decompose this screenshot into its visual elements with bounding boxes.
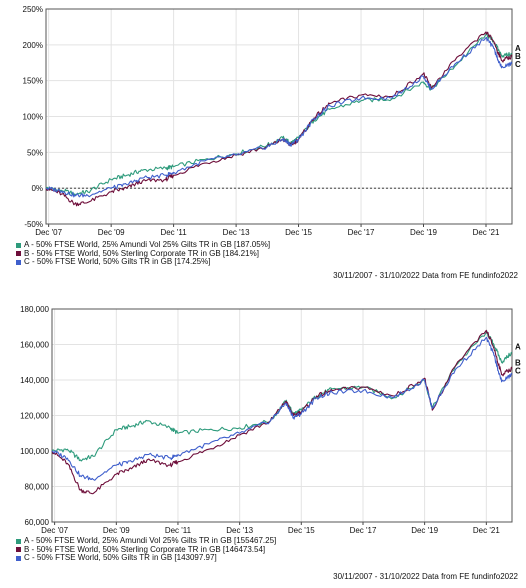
series-end-label-c: C — [515, 60, 521, 69]
series-line-a — [45, 32, 513, 196]
series-line-a — [51, 330, 513, 462]
performance-percent-chart: 250% 200% 150% 100% 50% 0% -50% Dec '07 Dec '09 D… — [0, 0, 526, 290]
y-tick-label: 80,000 — [25, 483, 50, 492]
y-tick-label: 250% — [23, 5, 43, 14]
x-tick-label: Dec '19 — [411, 526, 438, 535]
data-source-note: 30/11/2007 - 31/10/2022 Data from FE fun… — [333, 271, 518, 280]
legend-swatch-b — [16, 251, 21, 257]
series-end-label-c: C — [515, 367, 521, 376]
series-line-c — [45, 37, 513, 198]
growth-value-chart: 180,000 160,000 140,000 120,000 100,000 80,00… — [0, 296, 526, 588]
series-end-label-a: A — [515, 44, 521, 53]
x-tick-label: Dec '21 — [473, 228, 500, 237]
y-tick-label: 200% — [23, 41, 43, 50]
x-tick-label: Dec '19 — [410, 228, 437, 237]
series-end-label-a: A — [515, 343, 521, 352]
y-tick-label: 0% — [31, 184, 43, 193]
x-tick-label: Dec '17 — [348, 228, 375, 237]
data-source-note: 30/11/2007 - 31/10/2022 Data from FE fun… — [333, 572, 518, 581]
x-tick-label: Dec '07 — [41, 526, 68, 535]
y-tick-label: 100,000 — [20, 447, 49, 456]
y-tick-label: 100% — [23, 113, 43, 122]
series-line-c — [51, 336, 513, 481]
x-tick-label: Dec '17 — [350, 526, 377, 535]
y-tick-label: 150% — [23, 77, 43, 86]
y-tick-label: -50% — [24, 220, 43, 229]
value-chart-plot: 180,000 160,000 140,000 120,000 100,000 80,00… — [20, 305, 521, 535]
y-tick-label: 50% — [27, 148, 43, 157]
y-tick-label: 180,000 — [20, 305, 49, 314]
legend-swatch-c — [16, 259, 21, 265]
legend-label-b: B - 50% FTSE World, 50% Sterling Corpora… — [24, 544, 266, 554]
series-line-b — [45, 31, 513, 207]
series-line-b — [51, 329, 513, 495]
legend-item-b: B - 50% FTSE World, 50% Sterling Corpora… — [16, 544, 276, 555]
legend-label-c: C - 50% FTSE World, 50% Gilts TR in GB [… — [24, 553, 217, 562]
legend-swatch-a — [16, 538, 21, 544]
y-tick-label: 160,000 — [20, 341, 49, 350]
legend-item-a: A - 50% FTSE World, 25% Amundi Vol 25% G… — [16, 240, 271, 250]
plot-frame — [45, 8, 513, 225]
x-tick-label: Dec '09 — [98, 228, 125, 237]
x-tick-label: Dec '13 — [223, 228, 250, 237]
legend-swatch-a — [16, 242, 21, 248]
percent-chart-plot: 250% 200% 150% 100% 50% 0% -50%Dec '07 Dec '09 D… — [23, 5, 521, 237]
x-tick-label: Dec '11 — [160, 228, 187, 237]
legend-swatch-b — [16, 547, 21, 553]
x-tick-label: Dec '15 — [285, 228, 312, 237]
y-tick-label: 140,000 — [20, 376, 49, 385]
x-tick-label: Dec '09 — [103, 526, 130, 535]
x-tick-label: Dec '15 — [288, 526, 315, 535]
legend-label-b: B - 50% FTSE World, 50% Sterling Corpora… — [24, 248, 259, 258]
y-tick-label: 120,000 — [20, 412, 49, 421]
percent-chart-legend: A - 50% FTSE World, 25% Amundi Vol 25% G… — [16, 240, 271, 267]
legend-label-a: A - 50% FTSE World, 25% Amundi Vol 25% G… — [24, 536, 277, 545]
legend-item-b: B - 50% FTSE World, 50% Sterling Corpora… — [16, 248, 270, 259]
legend-item-c: C - 50% FTSE World, 50% Gilts TR in GB [… — [16, 257, 270, 267]
x-tick-label: Dec '11 — [165, 526, 192, 535]
y-tick-label: 60,000 — [25, 518, 50, 527]
x-tick-label: Dec '07 — [35, 228, 62, 237]
legend-item-a: A - 50% FTSE World, 25% Amundi Vol 25% G… — [16, 536, 277, 546]
legend-label-c: C - 50% FTSE World, 50% Gilts TR in GB [… — [24, 257, 211, 266]
legend-label-a: A - 50% FTSE World, 25% Amundi Vol 25% G… — [24, 240, 271, 249]
legend-swatch-c — [16, 555, 21, 561]
x-tick-label: Dec '21 — [473, 526, 500, 535]
series-end-label-b: B — [515, 359, 521, 368]
legend-item-c: C - 50% FTSE World, 50% Gilts TR in GB [… — [16, 553, 276, 563]
series-end-label-b: B — [515, 52, 521, 61]
value-chart-legend: A - 50% FTSE World, 25% Amundi Vol 25% G… — [16, 536, 277, 563]
plot-frame — [51, 308, 513, 523]
x-tick-label: Dec '13 — [226, 526, 253, 535]
